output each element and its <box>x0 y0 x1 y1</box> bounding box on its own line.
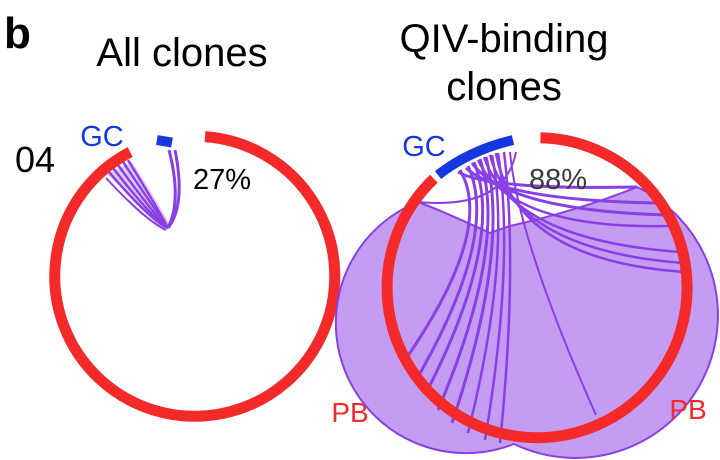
right-pb-label: PB <box>669 394 706 425</box>
left-gc-label: GC <box>80 121 124 153</box>
row-label: 04 <box>15 139 55 180</box>
left-chord-diagram: GC 27% PB <box>49 121 369 428</box>
left-pb-arc <box>49 131 341 422</box>
left-chords <box>105 149 181 231</box>
right-gc-label: GC <box>402 131 446 163</box>
right-pb-arc <box>381 132 693 444</box>
right-chord-diagram: GC 88% PB <box>334 131 719 459</box>
right-title-line1: QIV-binding <box>399 17 608 61</box>
panel-label: b <box>4 9 31 58</box>
right-gc-arc <box>434 135 515 179</box>
left-percent: 27% <box>193 164 251 196</box>
right-chords <box>403 151 685 444</box>
right-title-line2: clones <box>446 65 562 109</box>
right-percent: 88% <box>529 164 587 196</box>
left-title: All clones <box>96 31 267 75</box>
left-gc-arc <box>156 135 173 148</box>
